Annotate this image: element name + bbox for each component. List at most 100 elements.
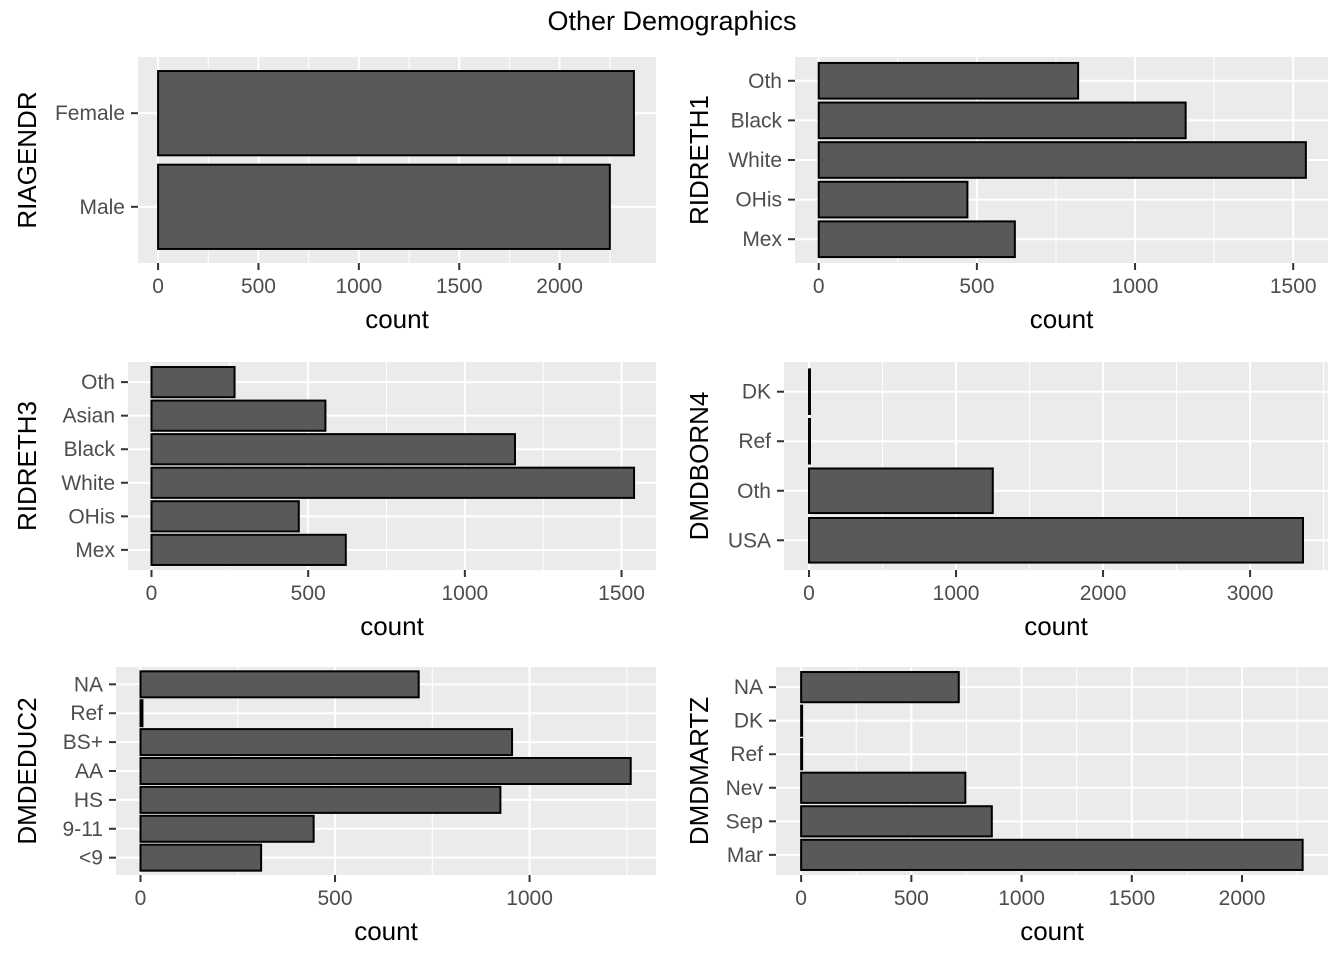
y-tick-label: Mar — [727, 844, 763, 867]
bar-usa — [807, 517, 1305, 564]
x-tick-label: 2000 — [1080, 582, 1127, 605]
bar-9-11 — [139, 814, 315, 843]
x-tick-label: 500 — [291, 582, 326, 605]
y-tick-label: Female — [55, 102, 125, 125]
x-tick-label: 0 — [813, 275, 825, 298]
y-tick-label: Ref — [730, 743, 763, 766]
x-tick-label: 1000 — [506, 887, 553, 910]
bar-white — [817, 141, 1307, 179]
bar-bs- — [139, 728, 514, 757]
bar-ohis — [817, 180, 969, 219]
y-tick-label: AA — [75, 760, 103, 783]
y-tick-label: <9 — [79, 847, 103, 870]
y-tick-label: USA — [728, 529, 771, 552]
x-axis-title: count — [1030, 304, 1094, 334]
bar-na — [139, 670, 420, 699]
bar-black — [817, 101, 1187, 140]
bar-na — [800, 671, 960, 704]
page-title: Other Demographics — [547, 6, 797, 36]
y-tick-label: NA — [734, 676, 763, 699]
x-tick-label: 0 — [146, 582, 158, 605]
bar-aa — [139, 757, 632, 785]
x-tick-label: 0 — [135, 887, 147, 910]
y-tick-label: HS — [74, 789, 103, 812]
bar-male — [157, 163, 611, 250]
y-tick-label: Sep — [726, 810, 763, 833]
bar-ref — [139, 699, 144, 728]
x-axis-title: count — [360, 611, 424, 641]
y-tick-label: Oth — [81, 371, 115, 394]
y-axis-title: DMDMARTZ — [684, 697, 714, 845]
x-tick-label: 500 — [894, 887, 929, 910]
x-tick-label: 0 — [803, 582, 815, 605]
y-axis-title: RIDRETH1 — [684, 95, 714, 225]
y-tick-label: DK — [734, 710, 763, 733]
x-tick-label: 0 — [152, 275, 164, 298]
x-tick-label: 1000 — [335, 275, 382, 298]
bar-mex — [150, 533, 347, 566]
x-tick-label: 1000 — [441, 582, 488, 605]
y-tick-label: White — [61, 472, 115, 495]
x-tick-label: 1500 — [436, 275, 483, 298]
bar-oth — [807, 467, 994, 515]
bar-female — [157, 70, 635, 157]
y-tick-label: Mex — [75, 539, 115, 562]
x-axis-title: count — [1020, 916, 1084, 946]
y-tick-label: Black — [64, 438, 116, 461]
panel-ridreth1: Oth Black White OHis Mex 0 500 1000 1500 count RID… — [684, 57, 1328, 334]
y-tick-label: Ref — [70, 702, 103, 725]
x-tick-label: 1500 — [1108, 887, 1155, 910]
bar-oth — [817, 61, 1080, 100]
y-tick-label: OHis — [68, 505, 115, 528]
bar-white — [150, 466, 636, 499]
panel-riagendr: Female Male 0 500 1000 1500 2000 count RIAGENDR — [12, 57, 656, 334]
y-tick-label: NA — [74, 673, 103, 696]
y-tick-label: Asian — [62, 405, 115, 428]
bar-sep — [800, 805, 993, 838]
y-tick-label: OHis — [735, 189, 782, 212]
bar-mar — [800, 838, 1304, 871]
x-tick-label: 2000 — [536, 275, 583, 298]
x-tick-label: 1500 — [598, 582, 645, 605]
bar-dk — [800, 704, 804, 737]
x-axis-title: count — [365, 304, 429, 334]
panel-ridreth3: Oth Asian Black White OHis Mex 0 500 1000 1500 cou… — [12, 362, 656, 641]
bar-hs — [139, 785, 502, 814]
bar-nev — [800, 771, 967, 804]
y-axis-title: DMDEDUC2 — [12, 697, 42, 844]
panel-dmdmartz: NA DK Ref Nev Sep Mar 0 500 1000 1500 2000 count DMD… — [684, 667, 1328, 946]
y-tick-label: Oth — [737, 480, 771, 503]
x-tick-label: 3000 — [1227, 582, 1274, 605]
x-tick-label: 1000 — [933, 582, 980, 605]
y-tick-label: Mex — [742, 228, 782, 251]
y-tick-label: Oth — [748, 70, 782, 93]
bar-asian — [150, 399, 327, 432]
bar-mex — [817, 220, 1016, 259]
y-tick-label: BS+ — [63, 731, 103, 754]
x-tick-label: 0 — [795, 887, 807, 910]
y-axis-title: RIAGENDR — [12, 91, 42, 228]
bar-ref — [807, 417, 811, 465]
x-tick-label: 1000 — [1112, 275, 1159, 298]
bar-ohis — [150, 500, 300, 533]
x-tick-label: 2000 — [1219, 887, 1266, 910]
bar-black — [150, 433, 516, 466]
x-tick-label: 500 — [959, 275, 994, 298]
x-tick-label: 500 — [241, 275, 276, 298]
bar--9 — [139, 843, 263, 872]
x-axis-title: count — [1024, 611, 1088, 641]
x-tick-label: 500 — [318, 887, 353, 910]
y-tick-label: DK — [742, 381, 771, 404]
y-tick-label: Ref — [738, 430, 771, 453]
y-tick-label: 9-11 — [63, 818, 103, 841]
x-tick-label: 1500 — [1270, 275, 1317, 298]
bar-dk — [807, 368, 811, 415]
x-axis-title: count — [354, 916, 418, 946]
bar-oth — [150, 366, 236, 399]
bar-ref — [800, 738, 804, 771]
y-tick-label: Nev — [726, 777, 764, 800]
y-tick-label: Male — [79, 196, 125, 219]
y-tick-label: Black — [731, 109, 783, 132]
y-tick-label: White — [728, 149, 782, 172]
